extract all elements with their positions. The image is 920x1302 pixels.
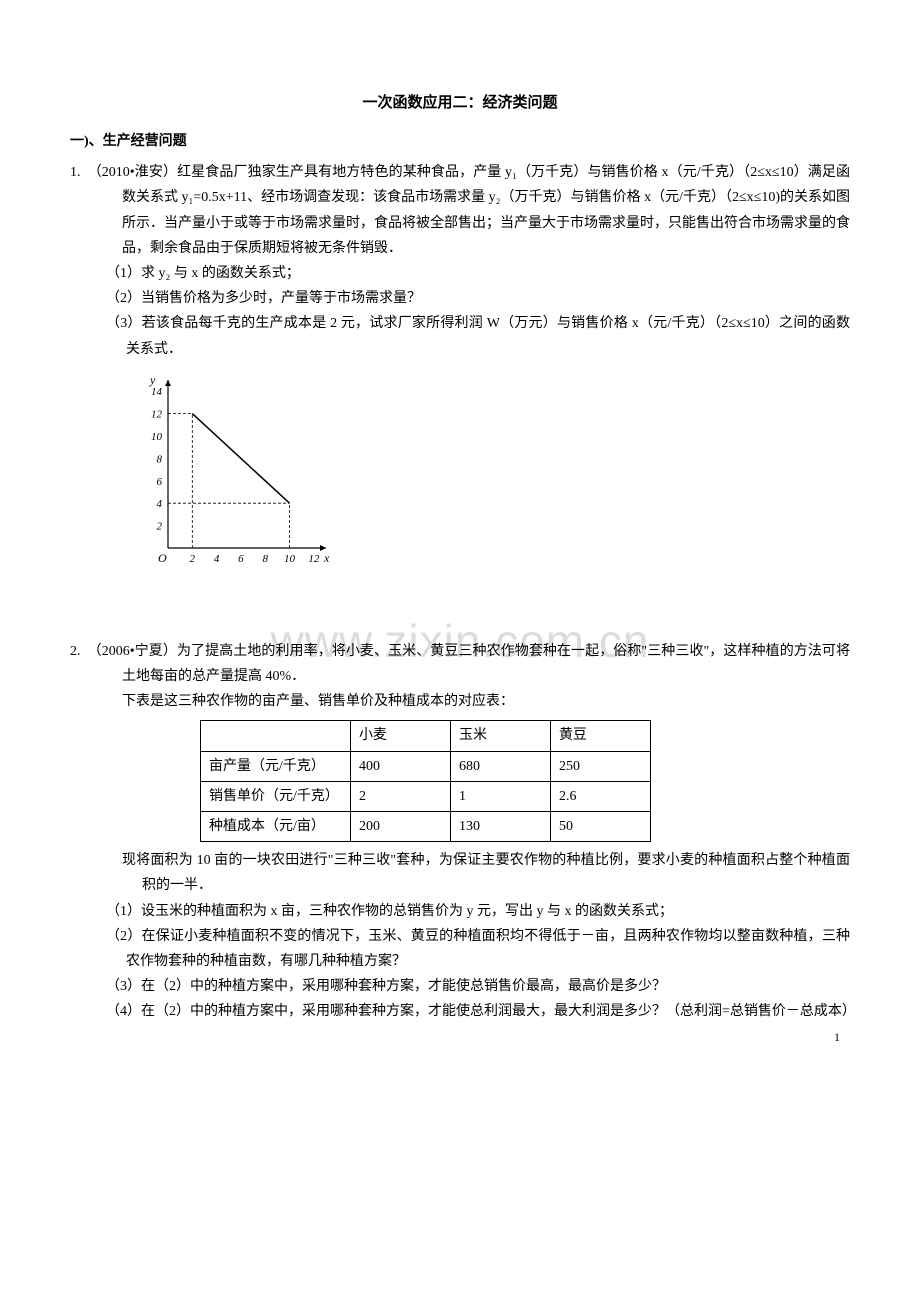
svg-text:10: 10 xyxy=(151,431,163,443)
table-intro: 下表是这三种农作物的亩产量、销售单价及种植成本的对应表： xyxy=(70,689,850,714)
table-cell: 销售单价（元/千克） xyxy=(201,781,351,811)
table-cell: 亩产量（元/千克） xyxy=(201,751,351,781)
line-chart-svg: 2 4 6 8 10 12 2 4 6 8 10 12 14 x y O xyxy=(140,370,340,570)
problem-2: 2. （2006•宁夏）为了提高土地的利用率，将小麦、玉米、黄豆三种农作物套种在… xyxy=(70,639,850,1025)
table-cell: 200 xyxy=(351,812,451,842)
problem-number: 1. xyxy=(70,165,81,180)
svg-text:O: O xyxy=(158,551,167,565)
table-cell: 680 xyxy=(451,751,551,781)
problem-1-q1: （1）求 y₂ 与 x 的函数关系式； xyxy=(106,261,850,286)
table-cell: 2 xyxy=(351,781,451,811)
svg-text:2: 2 xyxy=(190,553,196,565)
section-header: 一)、生产经营问题 xyxy=(70,129,850,154)
table-header-cell: 黄豆 xyxy=(551,721,651,751)
data-table: 小麦玉米黄豆亩产量（元/千克）400680250销售单价（元/千克）212.6种… xyxy=(200,720,651,842)
table-cell: 1 xyxy=(451,781,551,811)
problem-2-q3: （3）在（2）中的种植方案中，采用哪种套种方案，才能使总销售价最高，最高价是多少… xyxy=(106,974,850,999)
problem-1-text: 1. （2010•淮安）红星食品厂独家生产具有地方特色的某种食品，产量 y₁（万… xyxy=(70,160,850,261)
problem-1-q2: （2）当销售价格为多少时，产量等于市场需求量？ xyxy=(106,286,850,311)
crop-table: 小麦玉米黄豆亩产量（元/千克）400680250销售单价（元/千克）212.6种… xyxy=(200,720,850,842)
problem-source: （2006•宁夏） xyxy=(88,644,177,659)
table-cell: 250 xyxy=(551,751,651,781)
chart-y2-vs-x: 2 4 6 8 10 12 2 4 6 8 10 12 14 x y O xyxy=(140,370,850,579)
table-cell: 2.6 xyxy=(551,781,651,811)
svg-text:4: 4 xyxy=(214,553,220,565)
svg-text:x: x xyxy=(323,551,330,565)
problem-number: 2. xyxy=(70,644,81,659)
table-cell: 50 xyxy=(551,812,651,842)
table-cell: 130 xyxy=(451,812,551,842)
svg-text:6: 6 xyxy=(157,475,163,487)
svg-text:10: 10 xyxy=(284,553,296,565)
table-header-cell xyxy=(201,721,351,751)
problem-2-q4: （4）在（2）中的种植方案中，采用哪种套种方案，才能使总利润最大，最大利润是多少… xyxy=(106,999,850,1024)
svg-text:8: 8 xyxy=(262,553,268,565)
table-cell: 400 xyxy=(351,751,451,781)
problem-2-text2: 现将面积为 10 亩的一块农田进行"三种三收"套种，为保证主要农作物的种植比例，… xyxy=(70,848,850,898)
table-row: 亩产量（元/千克）400680250 xyxy=(201,751,651,781)
problem-1-q3: （3）若该食品每千克的生产成本是 2 元，试求厂家所得利润 W（万元）与销售价格… xyxy=(106,311,850,361)
svg-text:8: 8 xyxy=(157,453,163,465)
page-title: 一次函数应用二：经济类问题 xyxy=(70,90,850,117)
page-number: 1 xyxy=(834,1027,840,1049)
table-header-cell: 小麦 xyxy=(351,721,451,751)
problem-2-text: 2. （2006•宁夏）为了提高土地的利用率，将小麦、玉米、黄豆三种农作物套种在… xyxy=(70,639,850,689)
svg-text:6: 6 xyxy=(238,553,244,565)
table-row: 种植成本（元/亩）20013050 xyxy=(201,812,651,842)
table-row: 销售单价（元/千克）212.6 xyxy=(201,781,651,811)
problem-body: 红星食品厂独家生产具有地方特色的某种食品，产量 y₁（万千克）与销售价格 x（元… xyxy=(122,165,850,256)
svg-text:4: 4 xyxy=(157,498,163,510)
problem-source: （2010•淮安） xyxy=(88,165,177,180)
problem-1: 1. （2010•淮安）红星食品厂独家生产具有地方特色的某种食品，产量 y₁（万… xyxy=(70,160,850,579)
svg-text:12: 12 xyxy=(308,553,320,565)
problem-2-q2: （2）在保证小麦种植面积不变的情况下，玉米、黄豆的种植面积均不得低于－亩，且两种… xyxy=(106,924,850,974)
svg-text:14: 14 xyxy=(151,386,163,398)
svg-text:2: 2 xyxy=(157,520,163,532)
svg-text:12: 12 xyxy=(151,408,163,420)
svg-text:y: y xyxy=(149,373,156,387)
problem-body: 为了提高土地的利用率，将小麦、玉米、黄豆三种农作物套种在一起，俗称"三种三收"，… xyxy=(122,644,850,684)
table-cell: 种植成本（元/亩） xyxy=(201,812,351,842)
table-header-cell: 玉米 xyxy=(451,721,551,751)
problem-2-q1: （1）设玉米的种植面积为 x 亩，三种农作物的总销售价为 y 元，写出 y 与 … xyxy=(106,899,850,924)
